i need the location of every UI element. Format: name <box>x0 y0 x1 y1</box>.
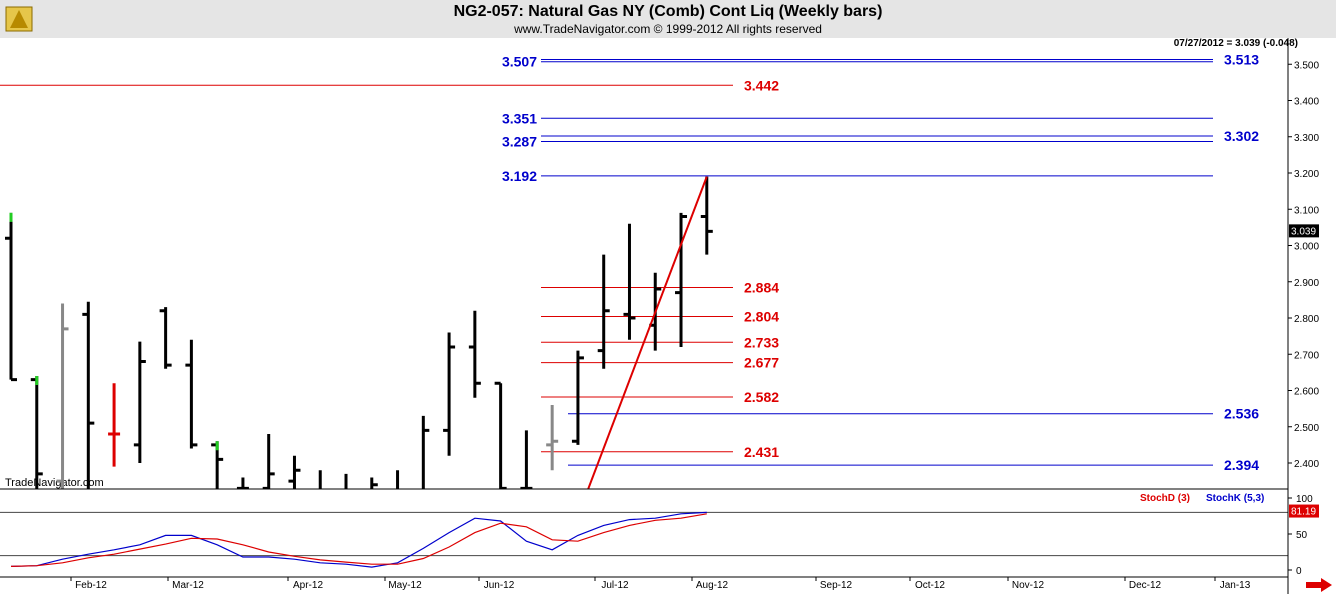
date-tick-label: Mar-12 <box>172 580 204 591</box>
price-tick-label: 2.500 <box>1294 423 1319 434</box>
date-tick-label: Dec-12 <box>1129 580 1162 591</box>
price-tick-label: 2.800 <box>1294 314 1319 325</box>
blue-level-label-left: 3.287 <box>502 133 537 149</box>
stoch-tick-label: 100 <box>1296 494 1313 505</box>
red-level-label: 2.884 <box>744 280 779 296</box>
watermark: TradeNavigator.com <box>5 477 104 489</box>
stoch-legend-d: StochD (3) <box>1140 493 1190 504</box>
ohlc-bar <box>262 434 275 489</box>
date-tick-label: Apr-12 <box>293 580 323 591</box>
chart-subtitle: www.TradeNavigator.com © 1999-2012 All r… <box>514 22 822 36</box>
ohlc-bar <box>344 473 348 489</box>
price-tick-label: 2.900 <box>1294 278 1319 289</box>
blue-level-label-right: 3.302 <box>1224 128 1259 144</box>
date-tick-label: Feb-12 <box>75 580 107 591</box>
price-tick-label: 2.600 <box>1294 387 1319 398</box>
ohlc-bar <box>108 383 121 467</box>
blue-level-label-left: 3.351 <box>502 110 537 126</box>
ohlc-bar <box>370 477 378 489</box>
stoch-series-line <box>10 513 707 567</box>
date-tick-label: Jan-13 <box>1220 580 1251 591</box>
title-bar <box>0 0 1336 38</box>
ohlc-bar <box>5 212 17 382</box>
current-price-label: 3.039 <box>1291 226 1316 237</box>
ohlc-bar <box>571 350 584 445</box>
ohlc-bar <box>211 441 224 489</box>
last-price-readout: 07/27/2012 = 3.039 (-0.048) <box>1173 38 1298 49</box>
ohlc-bar <box>700 176 713 255</box>
stoch-legend-k: StochK (5,3) <box>1206 493 1264 504</box>
date-tick-label: Jun-12 <box>484 580 515 591</box>
ohlc-bar <box>185 339 198 449</box>
ohlc-bar <box>675 212 688 347</box>
ohlc-bar <box>159 307 172 369</box>
chart-title: NG2-057: Natural Gas NY (Comb) Cont Liq … <box>453 3 883 20</box>
ohlc-bar <box>318 470 322 489</box>
red-level-label: 2.582 <box>744 389 779 405</box>
date-tick-label: Sep-12 <box>820 580 853 591</box>
ohlc-bar <box>494 381 507 489</box>
red-level-label: 3.442 <box>744 77 779 93</box>
ohlc-bar <box>443 332 456 456</box>
price-tick-label: 3.000 <box>1294 242 1319 253</box>
price-tick-label: 3.100 <box>1294 205 1319 216</box>
ohlc-bar <box>421 415 430 489</box>
price-tick-label: 3.300 <box>1294 133 1319 144</box>
ohlc-bar <box>288 455 301 489</box>
date-tick-label: Aug-12 <box>696 580 729 591</box>
stoch-value-label: 81.19 <box>1291 507 1316 518</box>
price-tick-label: 3.500 <box>1294 60 1319 71</box>
ohlc-bar <box>468 310 481 398</box>
stoch-tick-label: 50 <box>1296 530 1308 541</box>
date-tick-label: Oct-12 <box>915 580 945 591</box>
red-level-label: 2.677 <box>744 355 779 371</box>
ohlc-bar <box>82 301 95 489</box>
ohlc-bar <box>520 430 533 489</box>
price-tick-label: 2.700 <box>1294 350 1319 361</box>
trend-line <box>587 176 708 489</box>
ohlc-bar <box>396 470 400 489</box>
ohlc-bar <box>597 254 610 369</box>
ohlc-bar <box>30 376 43 489</box>
blue-level-label-right: 2.536 <box>1224 406 1259 422</box>
date-tick-label: May-12 <box>388 580 422 591</box>
blue-level-label-left: 3.507 <box>502 54 537 70</box>
stoch-series-line <box>10 511 707 568</box>
red-right-arrow-icon[interactable] <box>1306 578 1332 592</box>
price-tick-label: 3.200 <box>1294 169 1319 180</box>
stoch-tick-label: 0 <box>1296 566 1302 577</box>
main-plot-area <box>0 59 1213 489</box>
ohlc-bar <box>623 223 636 340</box>
blue-level-label-right: 2.394 <box>1224 457 1259 473</box>
red-level-label: 2.733 <box>744 334 779 350</box>
ohlc-bar <box>546 405 559 471</box>
red-level-label: 2.431 <box>744 444 779 460</box>
price-tick-label: 3.400 <box>1294 97 1319 108</box>
ohlc-bar <box>56 303 69 489</box>
date-tick-label: Nov-12 <box>1012 580 1045 591</box>
price-tick-label: 2.400 <box>1294 459 1319 470</box>
trade-navigator-logo-icon <box>5 6 33 32</box>
stoch-value-box <box>1289 504 1319 518</box>
current-price-box <box>1289 224 1319 238</box>
red-level-label: 2.804 <box>744 309 779 325</box>
ohlc-bar <box>133 341 146 463</box>
blue-level-label-right: 3.513 <box>1224 52 1259 68</box>
ohlc-bar <box>236 477 249 489</box>
date-tick-label: Jul-12 <box>601 580 629 591</box>
blue-level-label-left: 3.192 <box>502 168 537 184</box>
